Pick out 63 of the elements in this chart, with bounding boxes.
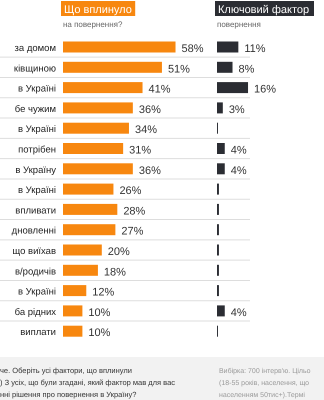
data-label: 26% [119, 185, 142, 198]
bar [217, 102, 223, 114]
y-tick-label: в Україну [15, 164, 56, 176]
bar [63, 264, 98, 276]
bar [63, 326, 82, 337]
y-tick-label: дновленні [12, 226, 56, 237]
data-label: 41% [148, 84, 171, 96]
data-label: 31% [129, 144, 152, 156]
bar [63, 305, 82, 316]
data-label: 11% [244, 43, 266, 55]
chart-subtitle: на повернення? [63, 20, 123, 29]
data-label: 16% [254, 84, 276, 96]
y-tick-label: ба рідних [14, 306, 56, 318]
data-label: 27% [121, 226, 144, 238]
data-label: 18% [104, 266, 126, 278]
y-tick-label: бе чужим [14, 104, 56, 115]
bar [217, 143, 225, 154]
bar [63, 143, 124, 154]
bar [63, 82, 143, 94]
y-tick-label: впливати [15, 205, 56, 216]
data-label: 36% [138, 104, 162, 116]
y-tick-label: що виїхав [12, 246, 56, 257]
data-label: 4% [230, 164, 247, 177]
bar [63, 224, 116, 236]
bar [63, 204, 118, 215]
bar [63, 244, 102, 256]
data-label: 20% [108, 246, 130, 258]
data-label: 3% [228, 104, 245, 116]
bar [217, 163, 225, 174]
data-label: 12% [92, 286, 115, 299]
data-label: 10% [88, 306, 111, 319]
data-label: 4% [230, 144, 247, 156]
y-tick-label: ківщиною [14, 63, 56, 74]
y-tick-label: за домом [14, 43, 56, 54]
y-tick-label: в Україні [18, 185, 56, 196]
chart-title: Ключовий фактор [218, 4, 310, 16]
bar [63, 184, 114, 195]
bar [217, 305, 225, 316]
y-tick-label: в Україні [18, 84, 56, 95]
y-tick-label: в/родичів [14, 266, 56, 278]
bar [63, 122, 129, 134]
data-label: 10% [88, 327, 111, 340]
bar [217, 82, 248, 94]
chart-title: Що вплинуло [64, 4, 132, 16]
bar [63, 102, 133, 114]
y-tick-label: потрібен [18, 144, 56, 156]
bar [217, 62, 233, 73]
bar [217, 42, 238, 52]
data-label: 4% [230, 306, 247, 319]
bar [63, 42, 176, 52]
data-label: 8% [238, 63, 255, 76]
chart-subtitle: повернення [217, 20, 261, 29]
bar [63, 163, 133, 174]
bar [63, 62, 162, 73]
bar [63, 285, 86, 296]
y-tick-label: виплати [20, 327, 56, 338]
data-label: 28% [123, 205, 146, 218]
data-label: 58% [182, 43, 204, 55]
data-label: 34% [134, 124, 158, 136]
y-tick-label: в Україні [18, 124, 56, 136]
y-tick-label: в Україні [18, 286, 56, 298]
data-label: 51% [168, 63, 190, 76]
data-label: 36% [138, 164, 162, 177]
